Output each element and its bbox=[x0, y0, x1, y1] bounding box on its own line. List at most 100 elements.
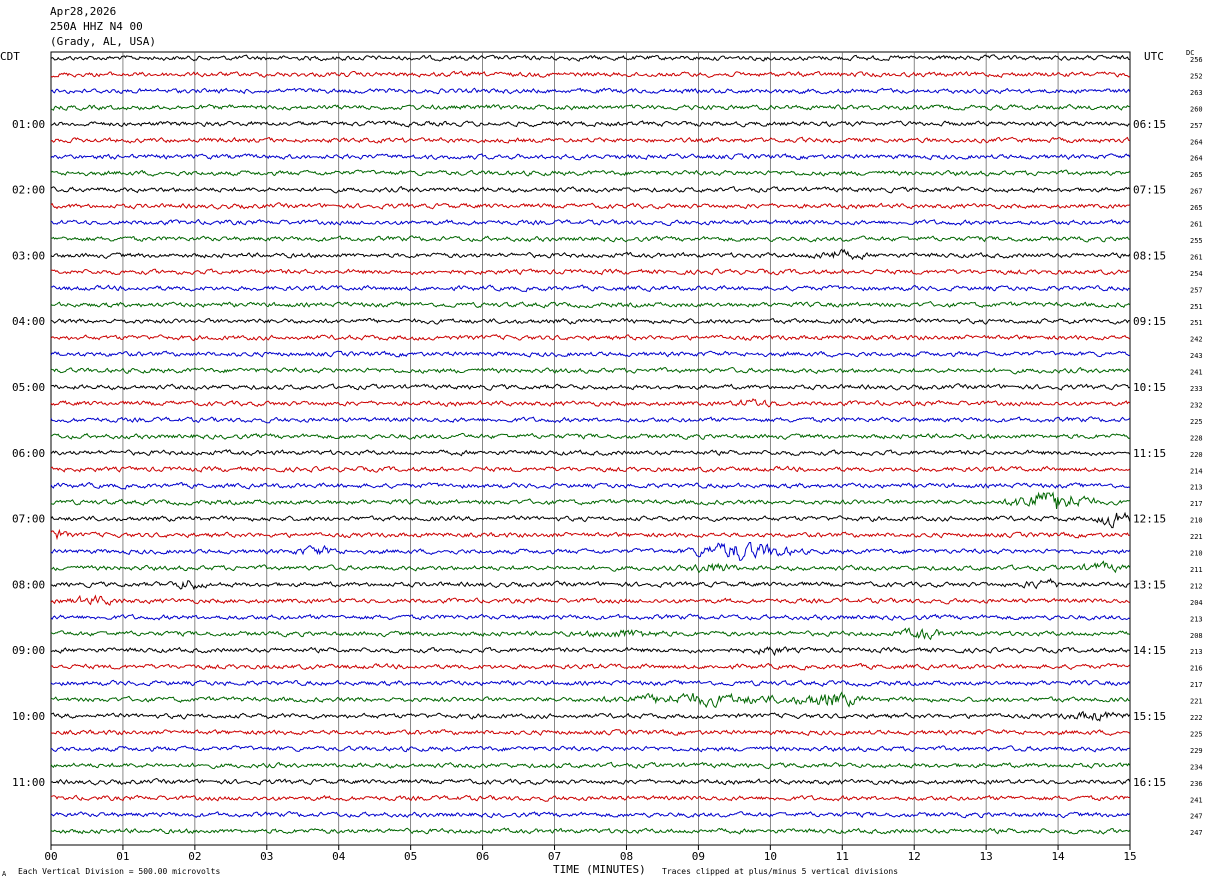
plot-header: Apr28,2026 250A HHZ N4 00 (Grady, AL, US… bbox=[50, 4, 156, 49]
x-tick-label: 10 bbox=[764, 850, 777, 863]
x-axis-label: TIME (MINUTES) bbox=[553, 863, 646, 876]
dc-offset-label: 264 bbox=[1190, 155, 1203, 163]
dc-offset-label: 267 bbox=[1190, 188, 1203, 196]
seismic-trace bbox=[50, 679, 1131, 687]
seismic-trace bbox=[50, 761, 1131, 770]
dc-offset-label: 257 bbox=[1190, 286, 1203, 294]
dc-offset-label: 232 bbox=[1190, 401, 1203, 409]
seismic-trace bbox=[50, 728, 1131, 737]
dc-offset-label: 254 bbox=[1190, 270, 1203, 278]
seismic-trace bbox=[50, 235, 1130, 243]
dc-offset-label: 234 bbox=[1190, 763, 1203, 771]
dc-offset-label: 221 bbox=[1190, 533, 1203, 541]
right-time-label: 08:15 bbox=[1133, 249, 1166, 262]
seismic-trace bbox=[50, 317, 1130, 325]
seismic-trace bbox=[50, 300, 1131, 309]
left-time-label: 05:00 bbox=[12, 381, 45, 394]
seismic-trace bbox=[50, 120, 1130, 128]
x-tick-label: 07 bbox=[548, 850, 561, 863]
seismic-trace bbox=[50, 153, 1131, 161]
seismic-trace bbox=[50, 398, 1131, 408]
right-time-label: 10:15 bbox=[1133, 381, 1166, 394]
dc-offset-label: 222 bbox=[1190, 714, 1203, 722]
seismic-trace bbox=[50, 627, 1131, 641]
left-time-label: 02:00 bbox=[12, 184, 45, 197]
seismic-trace bbox=[50, 691, 1130, 709]
seismic-trace bbox=[50, 594, 1131, 606]
dc-offset-label: 214 bbox=[1190, 467, 1203, 475]
dc-offset-label: 211 bbox=[1190, 566, 1203, 574]
x-tick-label: 03 bbox=[260, 850, 273, 863]
right-time-label: 15:15 bbox=[1133, 710, 1166, 723]
dc-offset-label: 247 bbox=[1190, 813, 1203, 821]
seismic-trace bbox=[50, 103, 1130, 111]
seismic-trace bbox=[50, 350, 1130, 358]
seismic-trace bbox=[50, 70, 1130, 78]
seismic-trace bbox=[50, 218, 1131, 227]
seismic-trace bbox=[50, 284, 1131, 293]
dc-offset-label: 210 bbox=[1190, 517, 1203, 525]
dc-offset-label: 241 bbox=[1190, 796, 1203, 804]
dc-offset-label: 243 bbox=[1190, 352, 1203, 360]
corner-mark: A bbox=[2, 870, 7, 878]
dc-offset-label: 255 bbox=[1190, 237, 1203, 245]
dc-offset-label: 263 bbox=[1190, 89, 1203, 97]
dc-offset-label: 217 bbox=[1190, 500, 1203, 508]
seismic-trace bbox=[50, 185, 1131, 194]
dc-offset-label: 212 bbox=[1190, 582, 1203, 590]
dc-offset-label: 213 bbox=[1190, 484, 1203, 492]
right-time-label: 14:15 bbox=[1133, 644, 1166, 657]
seismic-trace bbox=[50, 777, 1131, 786]
dc-offset-label: 213 bbox=[1190, 615, 1203, 623]
dc-offset-label: 260 bbox=[1190, 105, 1203, 113]
seismic-trace bbox=[50, 481, 1130, 490]
seismic-trace bbox=[50, 383, 1130, 391]
dc-offset-label: 208 bbox=[1190, 632, 1203, 640]
dc-offset-label: 256 bbox=[1190, 56, 1203, 64]
dc-offset-label: 261 bbox=[1190, 253, 1203, 261]
left-time-label: 01:00 bbox=[12, 118, 45, 131]
seismic-trace bbox=[50, 54, 1130, 62]
seismic-trace bbox=[50, 745, 1130, 753]
traces-group bbox=[50, 54, 1131, 835]
seismic-trace bbox=[50, 491, 1130, 509]
clip-note: Traces clipped at plus/minus 5 vertical … bbox=[662, 867, 899, 876]
seismic-trace bbox=[50, 136, 1131, 144]
right-time-label: 06:15 bbox=[1133, 118, 1166, 131]
right-time-label: 12:15 bbox=[1133, 513, 1166, 526]
seismic-trace bbox=[50, 465, 1131, 473]
dc-offset-label: 252 bbox=[1190, 72, 1203, 80]
dc-offset-label: 251 bbox=[1190, 303, 1203, 311]
dc-axis-title: DC bbox=[1186, 49, 1195, 57]
dc-offset-label: 251 bbox=[1190, 319, 1203, 327]
dc-offset-label: 220 bbox=[1190, 451, 1203, 459]
seismic-trace bbox=[50, 811, 1131, 819]
left-time-label: 06:00 bbox=[12, 447, 45, 460]
header-location: (Grady, AL, USA) bbox=[50, 35, 156, 48]
seismic-trace bbox=[50, 662, 1131, 671]
dc-offset-label: 228 bbox=[1190, 434, 1203, 442]
seismic-trace bbox=[50, 202, 1130, 210]
left-time-label: 10:00 bbox=[12, 710, 45, 723]
right-axis-title: UTC bbox=[1144, 50, 1164, 63]
dc-offset-label: 221 bbox=[1190, 698, 1203, 706]
header-date: Apr28,2026 bbox=[50, 5, 117, 18]
scale-note: Each Vertical Division = 500.00 microvol… bbox=[18, 867, 221, 876]
right-time-label: 07:15 bbox=[1133, 184, 1166, 197]
seismic-trace bbox=[50, 169, 1131, 177]
dc-offset-label: 257 bbox=[1190, 122, 1203, 130]
x-tick-label: 06 bbox=[476, 850, 489, 863]
left-time-label: 04:00 bbox=[12, 315, 45, 328]
dc-offset-label: 217 bbox=[1190, 681, 1203, 689]
seismic-trace bbox=[50, 248, 1131, 261]
dc-offset-label: 229 bbox=[1190, 747, 1203, 755]
seismic-trace bbox=[50, 613, 1130, 621]
dc-offset-label: 264 bbox=[1190, 138, 1203, 146]
seismic-trace bbox=[50, 827, 1131, 835]
dc-offset-label: 265 bbox=[1190, 171, 1203, 179]
dc-offset-label: 213 bbox=[1190, 648, 1203, 656]
dc-offset-label: 261 bbox=[1190, 221, 1203, 229]
dc-offset-label: 225 bbox=[1190, 418, 1203, 426]
dc-offset-label: 204 bbox=[1190, 599, 1203, 607]
seismic-trace bbox=[50, 416, 1131, 424]
